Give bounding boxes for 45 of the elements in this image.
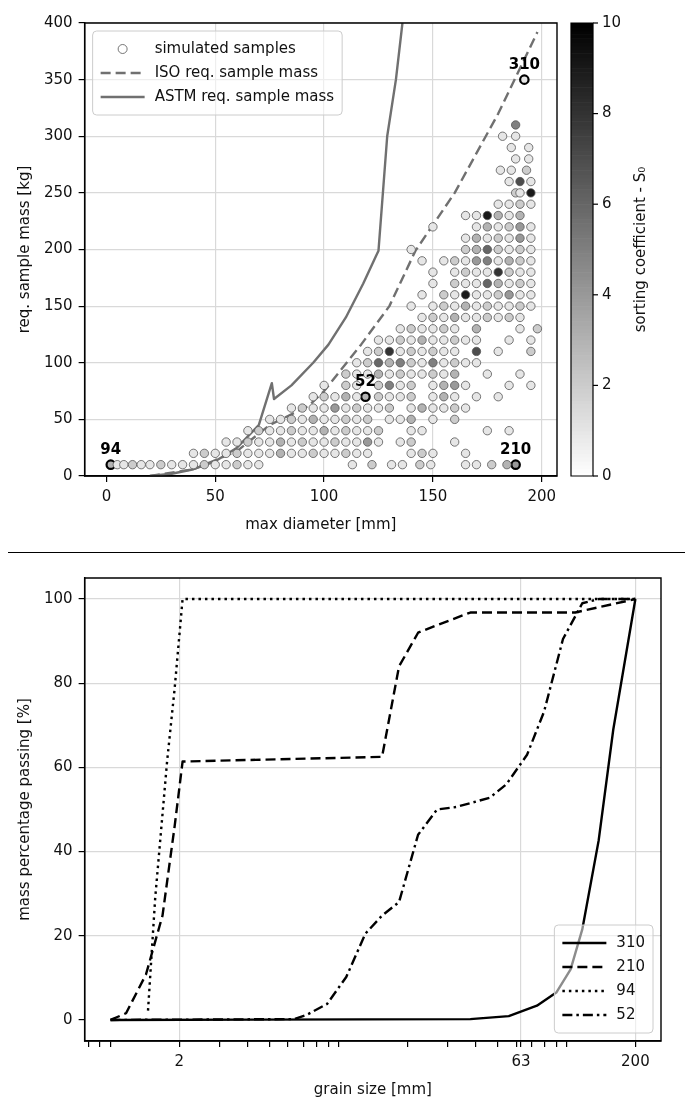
x-tick-label: 100 — [309, 486, 339, 505]
y-tick-label: 0 — [63, 1009, 73, 1028]
x-tick-label: 150 — [418, 486, 448, 505]
x-axis-title: max diameter [mm] — [245, 514, 397, 533]
legend-label: ISO req. sample mass — [154, 62, 319, 81]
y-tick-label: 50 — [53, 409, 73, 428]
annotation: 210 — [499, 440, 532, 459]
y-axis-title: mass percentage passing [%] — [14, 698, 33, 921]
y-tick-label: 100 — [43, 352, 73, 371]
x-tick-label: 200 — [621, 1051, 650, 1070]
annotation: 94 — [100, 440, 122, 459]
y-tick-label: 40 — [53, 841, 73, 860]
color-bar-label: 0 — [602, 465, 612, 484]
x-tick-label: 2 — [174, 1051, 184, 1070]
y-tick-label: 20 — [53, 925, 73, 944]
y-tick-label: 0 — [63, 465, 73, 484]
annotation: 310 — [508, 55, 540, 74]
color-bar-label: 10 — [602, 12, 622, 31]
legend-label: simulated samples — [154, 38, 297, 57]
y-tick-label: 200 — [43, 239, 73, 258]
color-bar-label: 4 — [602, 284, 612, 303]
y-tick-label: 150 — [43, 296, 73, 315]
color-bar-label: 8 — [602, 103, 612, 122]
annotation: 52 — [355, 372, 376, 391]
legend-label: 210 — [616, 956, 646, 975]
x-tick-label: 200 — [527, 486, 557, 505]
y-axis-title: req. sample mass [kg] — [14, 165, 33, 334]
x-axis-title: grain size [mm] — [313, 1079, 432, 1098]
legend-label: 52 — [616, 1004, 636, 1023]
legend-label: 94 — [616, 980, 636, 999]
color-bar-title: sorting coefficient - S₀ — [630, 166, 649, 333]
x-tick-label: 50 — [205, 486, 225, 505]
legend-label: ASTM req. sample mass — [154, 86, 335, 105]
y-tick-label: 100 — [43, 588, 73, 607]
y-tick-label: 250 — [43, 182, 73, 201]
color-bar-label: 2 — [602, 375, 612, 394]
x-tick-label: 63 — [511, 1051, 531, 1070]
y-tick-label: 400 — [43, 12, 73, 31]
legend-label: 310 — [616, 932, 646, 951]
y-tick-label: 80 — [53, 673, 73, 692]
y-tick-label: 300 — [43, 126, 73, 145]
y-tick-label: 350 — [43, 69, 73, 88]
x-tick-label: 0 — [101, 486, 112, 505]
color-bar-label: 6 — [602, 194, 612, 213]
y-tick-label: 60 — [53, 757, 73, 776]
